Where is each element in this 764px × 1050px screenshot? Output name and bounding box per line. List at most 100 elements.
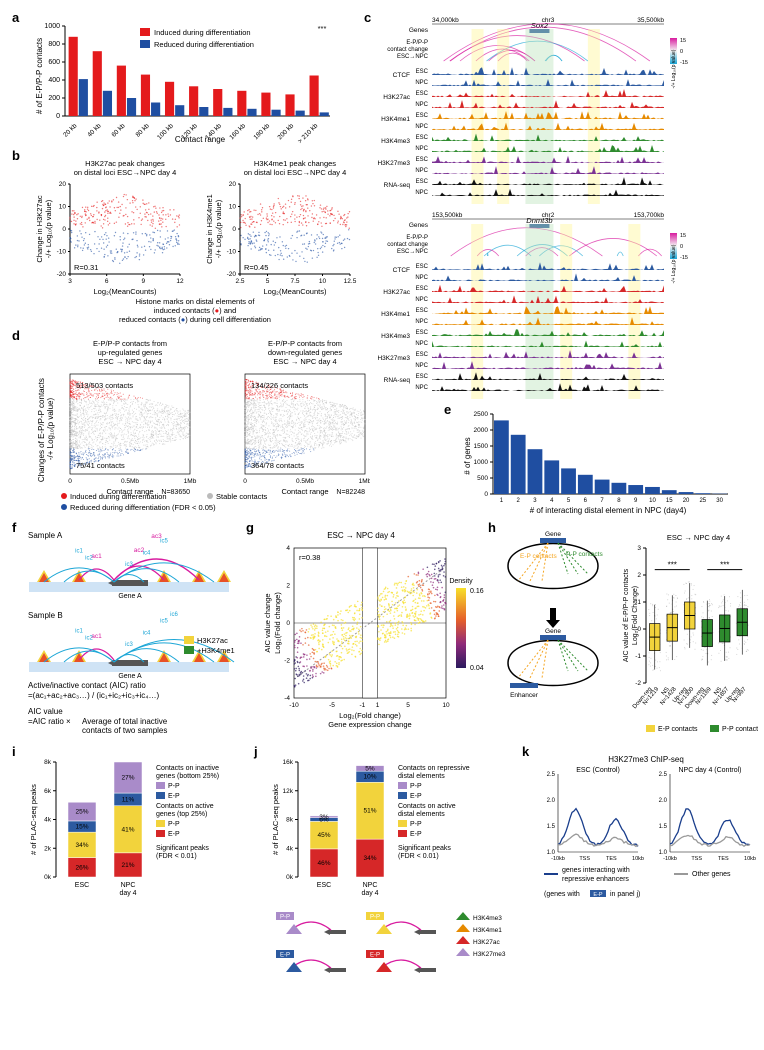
panel-a-ylabel: # of E-P/P-P contacts [35,38,44,114]
svg-text:NPC: NPC [415,190,428,196]
svg-text:75/41 contacts: 75/41 contacts [76,461,125,470]
svg-text:> 210 kb: > 210 kb [297,122,320,144]
svg-text:-20: -20 [57,271,67,278]
svg-text:10: 10 [319,278,327,285]
svg-text:H3K27ac: H3K27ac [383,289,410,296]
svg-text:20: 20 [59,181,67,188]
svg-text:-/+ Log₁₀(p value): -/+ Log₁₀(p value) [214,199,223,258]
svg-text:E-P/P-P: E-P/P-P [406,235,428,241]
svg-text:H3K27ac: H3K27ac [383,94,410,101]
svg-text:-15: -15 [680,60,688,66]
svg-text:60 kb: 60 kb [110,122,126,138]
panel-c-label: c [364,10,371,25]
svg-text:0: 0 [62,226,66,233]
panel-b-caption3: reduced contacts (●) during cell differe… [119,315,271,324]
svg-text:H3K4me3: H3K4me3 [381,138,410,145]
panel-b-caption2: induced contacts (●) and [154,306,237,315]
svg-text:-/+ Log₁₀(p value): -/+ Log₁₀(p value) [671,244,677,283]
d-legend-stable: Stable contacts [216,492,268,501]
svg-text:0: 0 [243,478,247,485]
svg-text:up-regulated genes: up-regulated genes [98,348,163,357]
svg-text:NPC: NPC [415,102,428,108]
svg-text:180 kb: 180 kb [252,122,271,141]
svg-text:20: 20 [229,181,237,188]
svg-text:ESC: ESC [416,374,429,380]
svg-text:ESC → NPC day 4: ESC → NPC day 4 [273,357,336,366]
svg-text:10: 10 [229,204,237,211]
svg-text:80 kb: 80 kb [135,122,151,138]
svg-text:ESC: ESC [416,69,429,75]
svg-text:160 kb: 160 kb [228,122,247,141]
legend-swatch-induced [140,28,150,36]
panel-e-label: e [444,402,451,417]
panel-d-label: d [12,328,20,343]
svg-text:RNA-seq: RNA-seq [384,377,411,384]
svg-text:10: 10 [59,204,67,211]
svg-text:400: 400 [48,77,60,84]
panel-j: 0k4k8k12k16k# of PLAC-seq peaks46%45%6%3… [266,752,516,1022]
svg-text:1Mb: 1Mb [359,478,370,485]
f-sampleA: Sample A [28,531,63,540]
svg-text:513/503 contacts: 513/503 contacts [76,381,133,390]
svg-text:1000: 1000 [44,23,60,30]
svg-text:0: 0 [56,113,60,120]
svg-text:ESC → NPC day 4: ESC → NPC day 4 [98,357,161,366]
svg-text:2.5: 2.5 [235,278,244,285]
svg-text:H3K27me3: H3K27me3 [377,160,410,167]
panel-h: GeneE-P contactsP-P contactsGeneEnhancer… [498,528,758,743]
svg-text:Genes: Genes [409,27,429,34]
svg-text:R=0.45: R=0.45 [244,263,268,272]
svg-text:NPC: NPC [415,385,428,391]
f-formula1: Active/inactive contact (AIC) ratio =(ac… [28,681,160,700]
svg-text:H3K27ac peak changes: H3K27ac peak changes [85,159,165,168]
f-legend-h3k4me1: +H3K4me1 [197,646,235,655]
svg-text:on distal loci ESC→NPC day 4: on distal loci ESC→NPC day 4 [244,168,347,177]
svg-text:200 kb: 200 kb [277,122,296,141]
svg-text:Log₂(MeanCounts): Log₂(MeanCounts) [264,287,327,296]
panel-a-label: a [12,10,19,25]
svg-text:Sox2: Sox2 [531,21,549,30]
svg-text:NPC: NPC [415,341,428,347]
svg-text:CTCF: CTCF [393,72,410,79]
svg-text:200: 200 [48,95,60,102]
svg-text:CTCF: CTCF [393,267,410,274]
panel-a: 02004006008001000 20 kb40 kb60 kb80 kb10… [30,16,340,144]
svg-text:E-P/P-P contacts from: E-P/P-P contacts from [93,339,167,348]
panel-g: ESC → NPC day 4 -10-5-11510-4-2024Log₂(F… [256,528,486,733]
d-legend-reduced: Reduced during differentiation (FDR < 0.… [70,503,216,512]
svg-text:ESC: ESC [416,135,429,141]
svg-text:3: 3 [68,278,72,285]
svg-text:-15: -15 [680,255,688,261]
svg-text:ESC: ESC [416,91,429,97]
svg-text:0: 0 [680,244,683,250]
legend-induced: Induced during differentiation [154,28,251,37]
svg-text:ESC: ESC [416,286,429,292]
svg-text:-10: -10 [57,249,67,256]
svg-text:NPC: NPC [415,168,428,174]
svg-text:153,500kb: 153,500kb [432,212,463,219]
svg-text:1Mb: 1Mb [184,478,197,485]
svg-text:H3K4me1: H3K4me1 [381,116,410,123]
svg-text:E-P/P-P: E-P/P-P [406,40,428,46]
svg-text:on distal loci ESC→NPC day 4: on distal loci ESC→NPC day 4 [74,168,177,177]
svg-text:20 kb: 20 kb [62,122,78,138]
panel-e-xlabel: # of interacting distal element in NPC (… [530,506,687,515]
svg-text:ESC→NPC: ESC→NPC [397,54,429,60]
svg-text:800: 800 [48,41,60,48]
svg-text:Change in H3K4me1: Change in H3K4me1 [205,194,214,264]
svg-text:ESC→NPC: ESC→NPC [397,249,429,255]
panel-b: H3K27ac peak changeson distal loci ESC→N… [30,154,360,324]
legend-reduced: Reduced during differentiation [154,40,254,49]
svg-text:NPC: NPC [415,80,428,86]
svg-text:Change in H3K27ac: Change in H3K27ac [35,195,44,262]
panel-i-label: i [12,744,16,759]
svg-text:Log₂(MeanCounts): Log₂(MeanCounts) [94,287,157,296]
svg-text:0.5Mb: 0.5Mb [296,478,314,485]
svg-text:Dnmt3b: Dnmt3b [526,216,552,225]
svg-text:H3K4me1 peak changes: H3K4me1 peak changes [254,159,336,168]
svg-text:12.5: 12.5 [344,278,357,285]
svg-text:5: 5 [266,278,270,285]
svg-text:34,000kb: 34,000kb [432,17,459,24]
svg-text:15: 15 [680,233,686,239]
svg-text:H3K27me3: H3K27me3 [377,355,410,362]
